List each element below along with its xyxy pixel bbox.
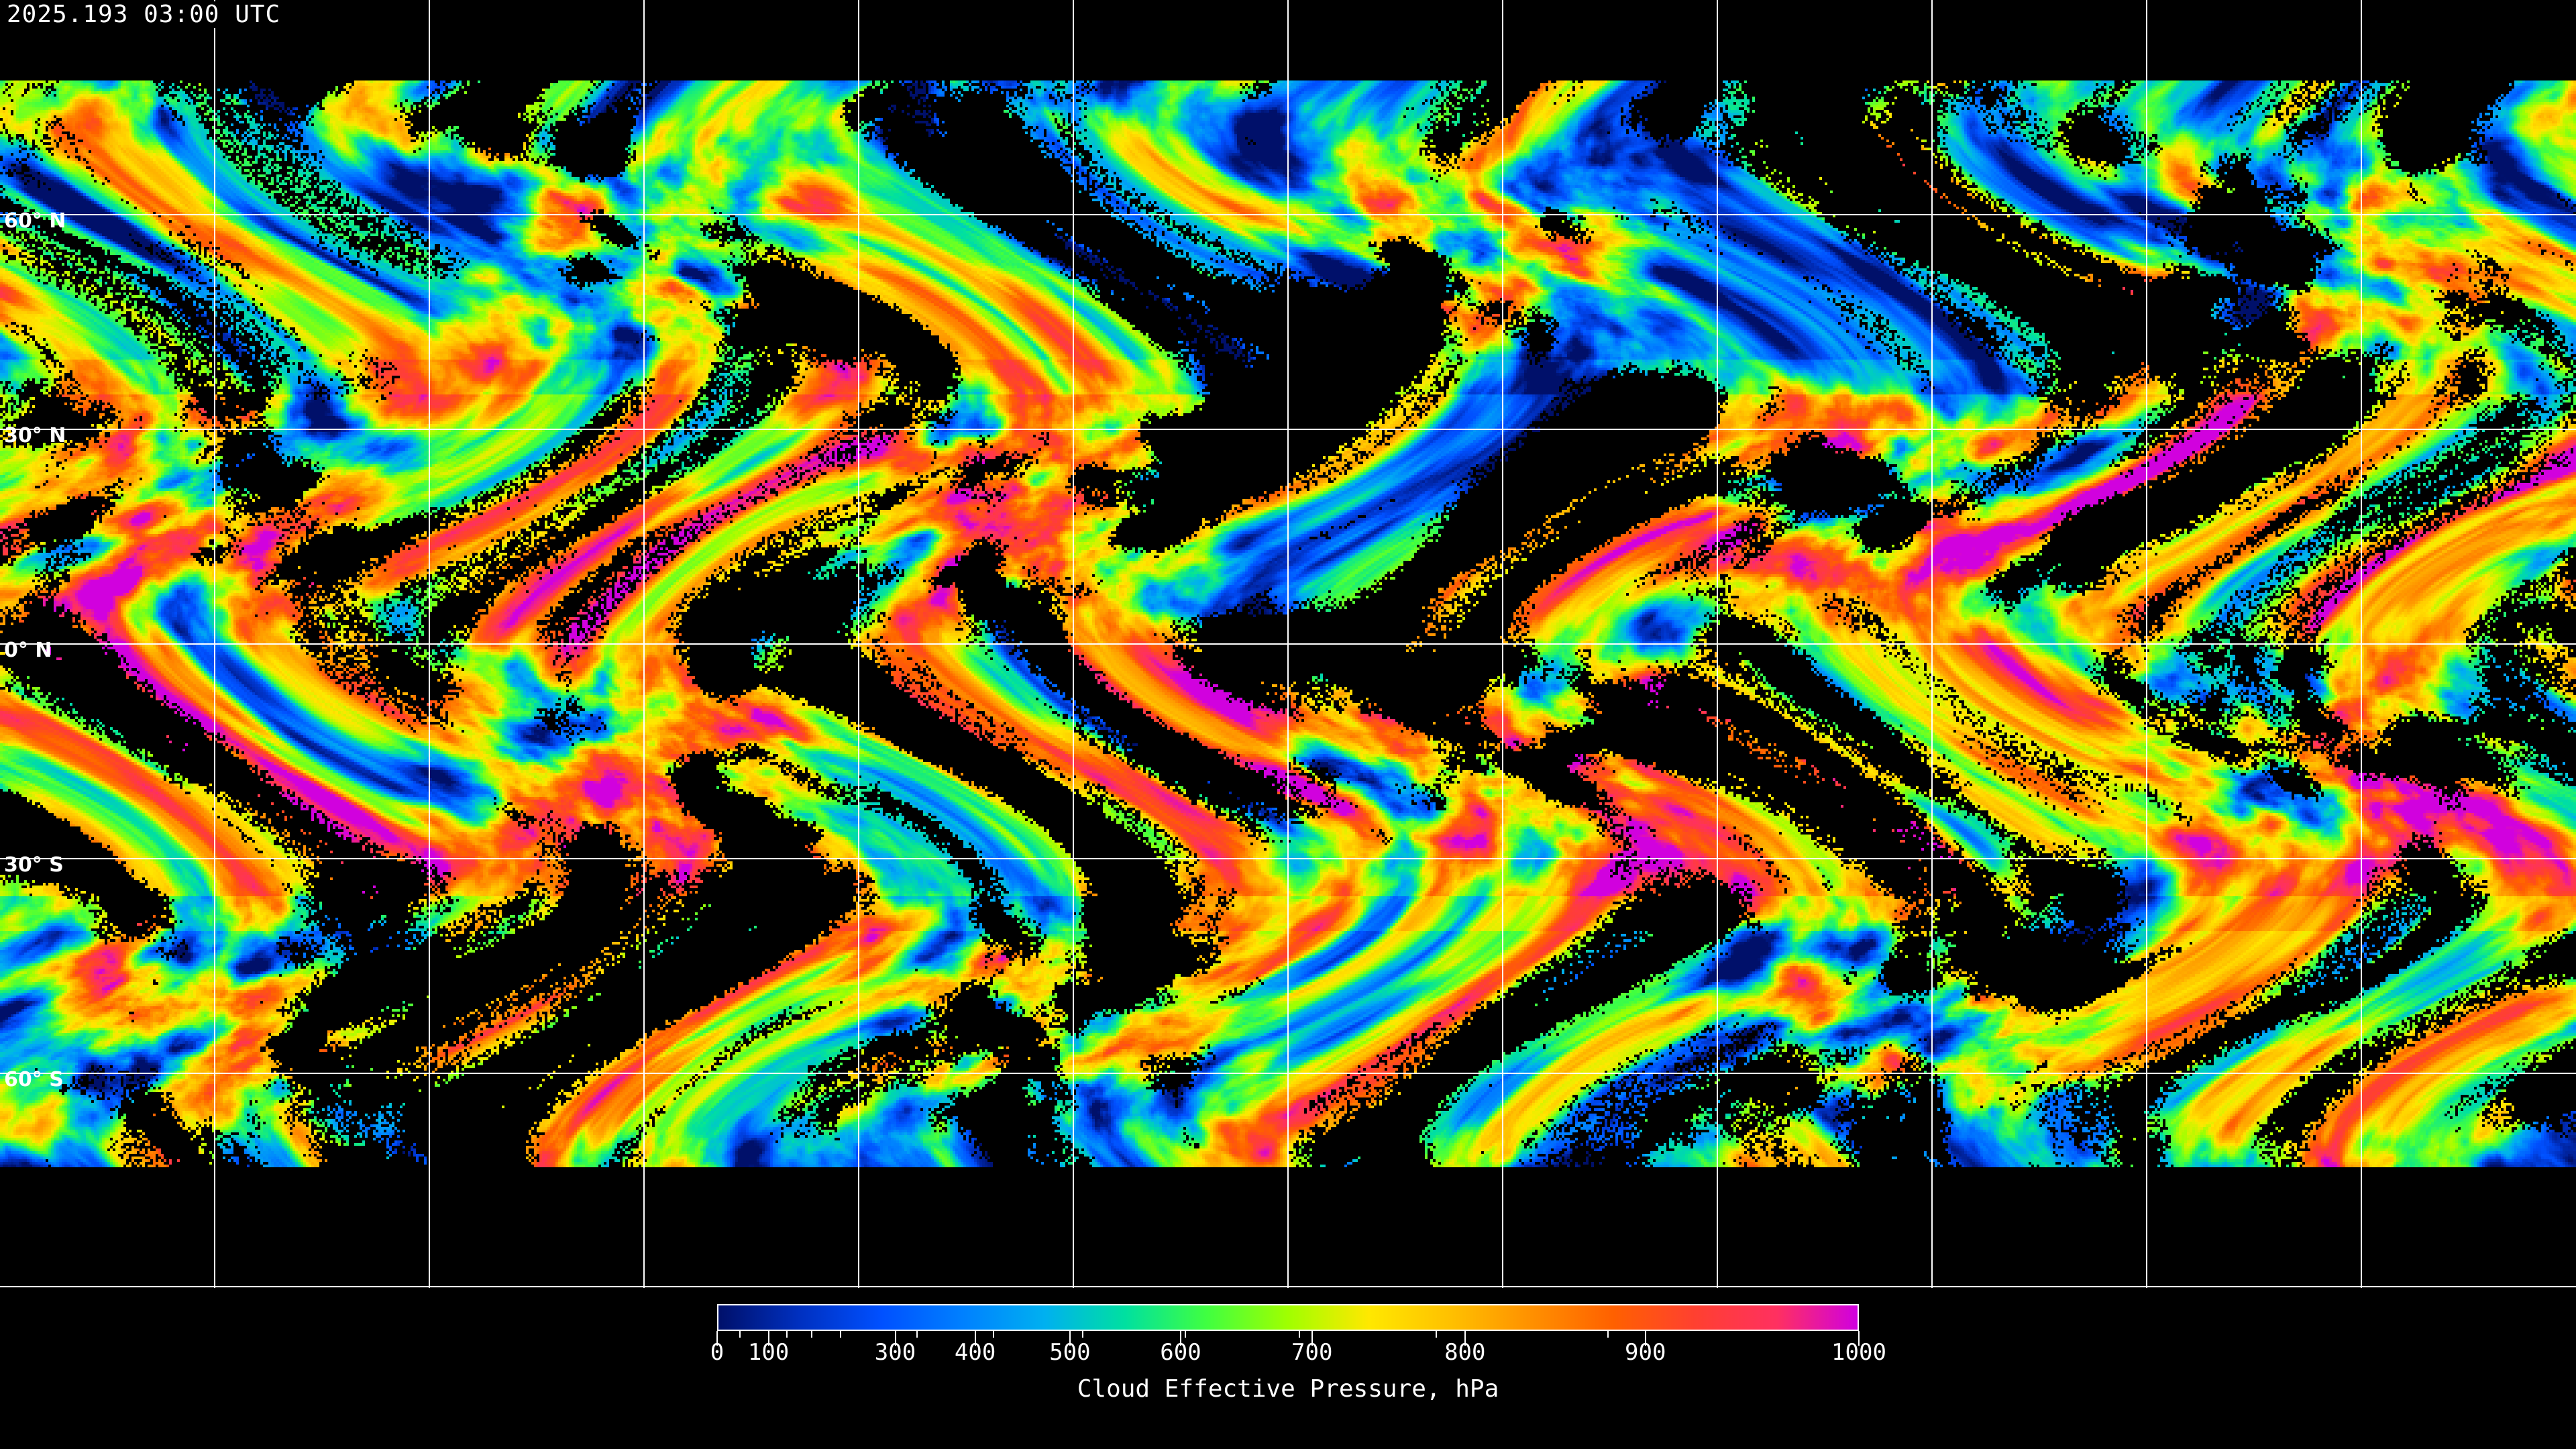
map-bottom-border bbox=[0, 1286, 2576, 1287]
lat-label-0n: 0° N bbox=[4, 639, 52, 662]
colorbar-tick-label: 900 bbox=[1625, 1339, 1666, 1366]
colorbar bbox=[717, 1304, 1859, 1331]
colorbar-minor-tick bbox=[1299, 1331, 1301, 1338]
colorbar-tick-label: 400 bbox=[954, 1339, 996, 1366]
colorbar-minor-tick bbox=[739, 1331, 741, 1338]
colorbar-major-tick bbox=[1069, 1331, 1071, 1346]
colorbar-major-tick bbox=[767, 1331, 769, 1346]
colorbar-major-tick bbox=[1858, 1331, 1860, 1346]
colorbar-tick-label: 500 bbox=[1049, 1339, 1091, 1366]
colorbar-minor-tick bbox=[1184, 1331, 1186, 1338]
lat-label-60s: 60° S bbox=[4, 1068, 64, 1091]
colorbar-major-tick bbox=[1644, 1331, 1646, 1346]
colorbar-minor-tick bbox=[839, 1331, 841, 1338]
colorbar-major-tick bbox=[716, 1331, 718, 1346]
colorbar-tick-label: 700 bbox=[1291, 1339, 1333, 1366]
lat-label-60n: 60° N bbox=[4, 209, 66, 233]
colorbar-minor-tick bbox=[786, 1331, 788, 1338]
colorbar-minor-tick bbox=[992, 1331, 994, 1338]
colorbar-minor-tick bbox=[916, 1331, 918, 1338]
timestamp-title: 2025.193 03:00 UTC bbox=[3, 1, 285, 28]
colorbar-title: Cloud Effective Pressure, hPa bbox=[1077, 1375, 1499, 1403]
colorbar-minor-tick bbox=[1081, 1331, 1083, 1338]
colorbar-tick-label: 0 bbox=[710, 1339, 724, 1366]
colorbar-minor-tick bbox=[1607, 1331, 1609, 1338]
colorbar-minor-tick bbox=[811, 1331, 813, 1338]
lat-lon-grid bbox=[0, 0, 2576, 1288]
lat-label-30n: 30° N bbox=[4, 424, 66, 447]
lat-label-30s: 30° S bbox=[4, 853, 64, 877]
colorbar-tick-label: 300 bbox=[874, 1339, 916, 1366]
colorbar-tick-label: 1000 bbox=[1831, 1339, 1886, 1366]
colorbar-minor-tick bbox=[1436, 1331, 1438, 1338]
colorbar-tick-label: 100 bbox=[747, 1339, 790, 1366]
colorbar-tick-label: 600 bbox=[1160, 1339, 1201, 1366]
colorbar-major-tick bbox=[894, 1331, 896, 1346]
colorbar-major-tick bbox=[974, 1331, 976, 1346]
colorbar-tick-label: 800 bbox=[1444, 1339, 1486, 1366]
cloud-pressure-map: 60° N 30° N 0° N 30° S 60° S 2025.193 03… bbox=[0, 0, 2576, 1288]
colorbar-major-tick bbox=[1464, 1331, 1466, 1346]
colorbar-major-tick bbox=[1180, 1331, 1181, 1346]
colorbar-major-tick bbox=[1311, 1331, 1313, 1346]
